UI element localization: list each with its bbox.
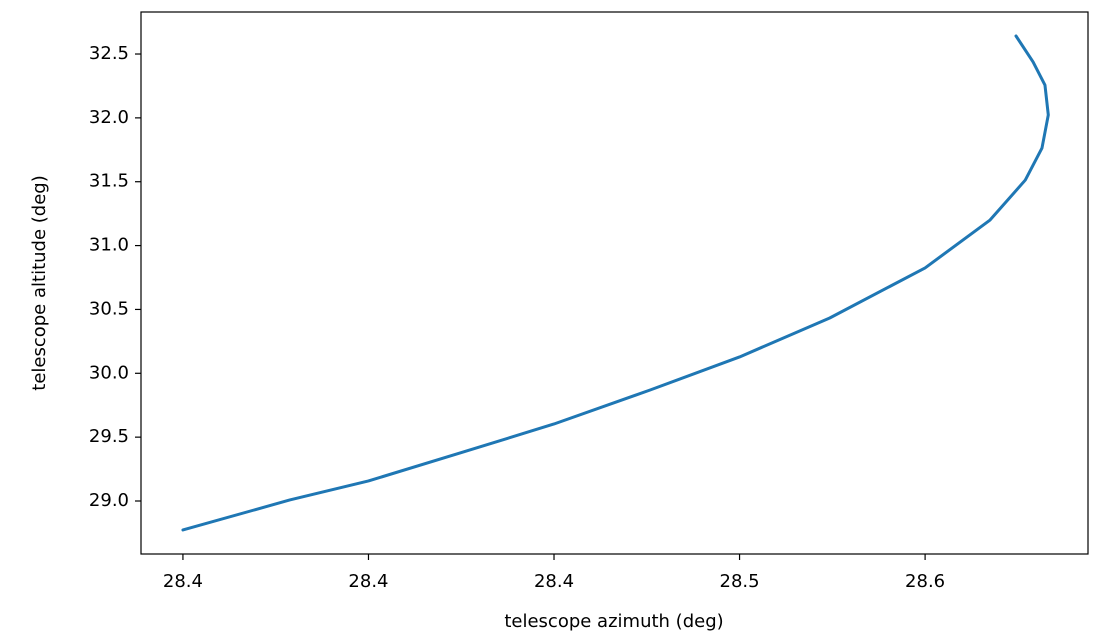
y-tick-label: 29.5 [89, 426, 129, 447]
y-tick-label: 31.0 [89, 235, 129, 256]
x-tick-label: 28.4 [163, 571, 203, 592]
y-tick-label: 31.5 [89, 171, 129, 192]
y-tick-label: 32.5 [89, 43, 129, 64]
x-tick-label: 28.5 [720, 571, 760, 592]
x-tick-label: 28.4 [534, 571, 574, 592]
x-axis-label: telescope azimuth (deg) [504, 611, 723, 632]
data-line [181, 34, 1050, 532]
y-tick-label: 30.5 [89, 298, 129, 319]
y-tick-label: 29.0 [89, 490, 129, 511]
x-tick-label: 28.4 [348, 571, 388, 592]
x-tick-label: 28.6 [905, 571, 945, 592]
y-tick-label: 32.0 [89, 107, 129, 128]
plot-frame [140, 11, 1089, 555]
y-tick-label: 30.0 [89, 362, 129, 383]
y-axis-label: telescope altitude (deg) [29, 175, 50, 390]
